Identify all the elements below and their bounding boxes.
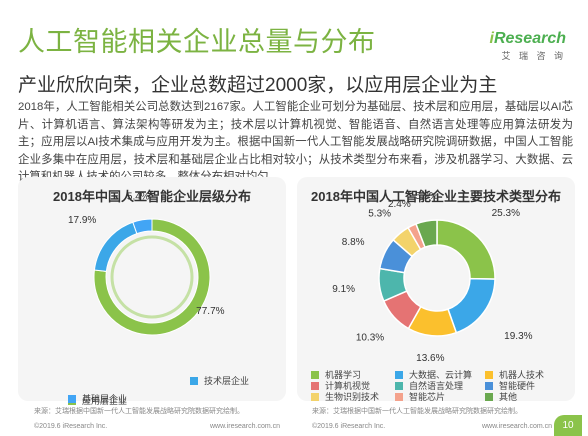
legend-item: 计算机视觉	[311, 379, 370, 392]
pie-slice	[436, 219, 496, 280]
legend-item: 其他	[485, 390, 517, 403]
brand-subtitle: 艾 瑞 咨 询	[501, 51, 566, 61]
legend-item: 基础层企业	[68, 392, 127, 405]
legend-swatch	[485, 392, 493, 401]
legend-swatch	[395, 392, 403, 401]
legend-swatch	[311, 392, 319, 401]
source-note: 来源：艾瑞根据中国新一代人工智能发展战略研究院数据研究绘制。	[34, 408, 244, 415]
legend-label: 基础层企业	[82, 394, 128, 404]
data-label: 77.7%	[196, 306, 224, 317]
pie-slice	[93, 218, 211, 336]
footer-copyright: ©2019.6 iResearch Inc.	[312, 423, 386, 430]
legend-label: 机器人技术	[499, 370, 545, 380]
legend-item: 机器学习	[311, 368, 361, 381]
footer-copyright: ©2019.6 iResearch Inc.	[34, 423, 108, 430]
legend-swatch	[485, 370, 493, 379]
legend-label: 大数据、云计算	[409, 370, 473, 380]
data-label: 8.8%	[342, 237, 365, 248]
legend-label: 智能硬件	[499, 381, 536, 391]
chart-title: 2018年中国人工智能企业层级分布	[53, 189, 251, 204]
data-label: 10.3%	[356, 332, 384, 343]
page-subtitle: 产业欣欣向荣，企业总数超过2000家，以应用层企业为主	[18, 75, 498, 96]
legend-label: 计算机视觉	[325, 381, 371, 391]
data-label: 19.3%	[504, 331, 532, 342]
legend-swatch	[395, 370, 403, 379]
page-title: 人工智能相关企业总量与分布	[18, 27, 376, 57]
legend-label: 智能芯片	[409, 392, 446, 402]
data-label: 2.4%	[388, 199, 411, 210]
data-label: 5.3%	[368, 209, 391, 220]
legend-swatch	[485, 381, 493, 390]
chart-panel-layer-distribution: 77.7% 17.9% 5.4% 2018年中国人工智能企业层级分布 应用层企业 技术…	[18, 177, 286, 406]
legend-label: 其他	[499, 392, 518, 402]
brand-logo: iResearch 艾 瑞 咨 询	[486, 30, 567, 62]
legend-item: 大数据、云计算	[395, 368, 472, 381]
chart-title: 2018年中国人工智能企业主要技术类型分布	[311, 189, 561, 204]
chart-layer-distribution: 77.7% 17.9% 5.4%	[68, 192, 225, 336]
data-label: 17.9%	[68, 215, 96, 226]
legend-item: 技术层企业	[190, 374, 249, 387]
pie-slice	[447, 277, 496, 334]
legend-swatch	[190, 376, 198, 385]
chart-tech-distribution: 25.3% 19.3% 13.6% 10.3% 9.1% 8.8% 5.3%2.4% 5.9%	[332, 191, 532, 364]
legend-label: 机器学习	[325, 370, 362, 380]
legend-swatch	[68, 394, 76, 403]
legend-label: 应用层企业	[82, 396, 128, 406]
footer-url: www.iresearch.com.cn	[482, 423, 553, 430]
data-label: 5.4%	[127, 192, 150, 203]
footer-url: www.iresearch.com.cn	[210, 423, 281, 430]
legend-swatch	[311, 381, 319, 390]
chart-panel-tech-distribution: 25.3% 19.3% 13.6% 10.3% 9.1% 8.8% 5.3% 2.4% 5.9%…	[297, 177, 575, 403]
legend-item: 自然语言处理	[395, 379, 463, 392]
body-paragraph: 2018年，人工智能相关公司总数达到2167家。人工智能企业可划分为基础层、技术…	[18, 101, 573, 183]
legend-item: 生物识别技术	[311, 390, 379, 403]
legend-label: 自然语言处理	[409, 381, 464, 391]
legend-swatch	[311, 370, 319, 379]
legend-item: 智能芯片	[395, 390, 445, 403]
legend-item: 智能硬件	[485, 379, 535, 392]
page-number: 10	[554, 415, 582, 436]
iresearch-logo: iResearch	[489, 30, 567, 47]
data-label: 25.3%	[492, 208, 520, 219]
pie-slice	[132, 218, 153, 235]
data-label: 13.6%	[416, 353, 444, 364]
data-label: 9.1%	[332, 284, 355, 295]
legend-label: 技术层企业	[204, 376, 250, 386]
data-label: 5.9%	[415, 191, 438, 202]
pie-slice	[415, 219, 438, 249]
legend-label: 生物识别技术	[325, 392, 380, 402]
source-note: 来源：艾瑞根据中国新一代人工智能发展战略研究院数据研究绘制。	[312, 408, 522, 415]
legend-item: 机器人技术	[485, 368, 544, 381]
inner-ring	[110, 235, 194, 319]
legend-swatch	[395, 381, 403, 390]
